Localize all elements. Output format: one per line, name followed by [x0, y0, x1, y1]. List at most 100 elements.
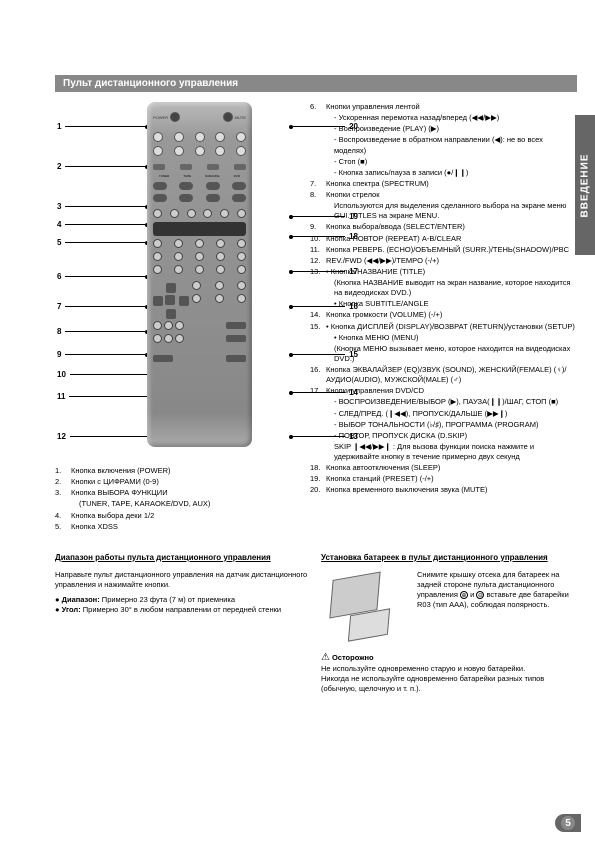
arrow-right	[179, 296, 189, 306]
main-columns: 123456789101112 2019181716151413 POWERMU…	[55, 102, 577, 533]
left-column: 123456789101112 2019181716151413 POWERMU…	[55, 102, 300, 533]
range-section: Диапазон работы пульта дистанционного уп…	[55, 553, 311, 695]
digit-button	[195, 132, 205, 142]
list-item: 8.Кнопки стрелок	[310, 190, 577, 200]
list-item: 15.• Кнопка ДИСПЛЕЙ (DISPLAY)/ВОЗВРАТ (R…	[310, 322, 577, 332]
warning-text-1: Не используйте одновременно старую и нов…	[321, 664, 577, 674]
ctrl-button	[174, 265, 183, 274]
list-item: 18.Кнопка автоотключения (SLEEP)	[310, 463, 577, 473]
callout-3: 3	[57, 202, 149, 211]
list-subitem: SKIP ❙◀◀/▶▶❙ : Для вызова функции поиска…	[310, 442, 577, 462]
warning-heading: Осторожно	[321, 651, 577, 665]
callout-11: 11	[57, 392, 153, 401]
enter-button	[165, 295, 175, 305]
ctrl-button	[153, 239, 162, 248]
func-button	[179, 182, 193, 190]
callout-19: 19	[289, 212, 358, 221]
callout-5: 5	[57, 238, 149, 247]
func-button	[180, 164, 192, 170]
list-item: 9.Кнопка выбора/ввода (SELECT/ENTER)	[310, 222, 577, 232]
func-button	[179, 194, 193, 202]
list-subitem: - ВОСПРОИЗВЕДЕНИЕ/ВЫБОР (▶), ПАУЗА(❙❙)/Ш…	[310, 397, 577, 407]
func-label: TAPE	[183, 174, 191, 178]
misc-button	[175, 321, 184, 330]
func-label: TUNER	[159, 174, 169, 178]
mute-button	[223, 112, 233, 122]
list-item: 4.Кнопка выбора деки 1/2	[55, 511, 300, 521]
list-subitem: (TUNER, TAPE, KARAOKE/DVD, AUX)	[55, 499, 300, 509]
callout-16: 16	[289, 302, 358, 311]
menu-button	[192, 294, 201, 303]
ctrl-button	[216, 252, 225, 261]
battery-text-and: и	[470, 590, 474, 599]
callout-7: 7	[57, 302, 149, 311]
list-item: 14.Кнопка громкости (VOLUME) (-/+)	[310, 310, 577, 320]
arrow-left	[153, 296, 163, 306]
minus-icon: ⊖	[476, 591, 484, 599]
func-label: KARAOKE	[205, 174, 220, 178]
plus-icon: ⊕	[460, 591, 468, 599]
ctrl-button	[153, 265, 162, 274]
callout-10: 10	[57, 370, 154, 379]
list-item: 3.Кнопка ВЫБОРА ФУНКЦИИ	[55, 488, 300, 498]
digit-button	[153, 146, 163, 156]
list-subitem: • Кнопка МЕНЮ (MENU)	[310, 333, 577, 343]
misc-button	[164, 321, 173, 330]
list-subitem: - ВЫБОР ТОНАЛЬНОСТИ (♭/♯), ПРОГРАММА (PR…	[310, 420, 577, 430]
bottom-button	[226, 355, 246, 362]
callout-2: 2	[57, 162, 149, 171]
callout-15: 15	[289, 350, 358, 359]
callout-8: 8	[57, 327, 149, 336]
misc-button	[153, 321, 162, 330]
ctrl-button	[174, 239, 183, 248]
digit-button	[195, 146, 205, 156]
ctrl-button	[216, 239, 225, 248]
tape-button	[237, 209, 246, 218]
digit-button	[174, 146, 184, 156]
battery-text: Снимите крышку отсека для батареек на за…	[417, 570, 577, 645]
list-item: 12.REV./FWD (◀◀/▶▶)/TEMPO (-/+)	[310, 256, 577, 266]
callout-6: 6	[57, 272, 149, 281]
misc-button	[164, 334, 173, 343]
func-button	[153, 182, 167, 190]
menu-button	[215, 281, 224, 290]
misc-button	[175, 334, 184, 343]
callout-17: 17	[289, 267, 358, 276]
range-bullet: Диапазон: Диапазон: Примерно 23 фута (7 …	[55, 595, 311, 605]
arrow-pad	[153, 283, 189, 319]
ctrl-button	[216, 265, 225, 274]
callout-18: 18	[289, 232, 358, 241]
list-item: 20.Кнопка временного выключения звука (M…	[310, 485, 577, 495]
page-content: Пульт дистанционного управления 12345678…	[0, 0, 595, 714]
battery-title: Установка батареек в пульт дистанционног…	[321, 553, 577, 564]
power-label: POWER	[153, 115, 168, 120]
func-button	[232, 194, 246, 202]
list-item: 2.Кнопки с ЦИФРАМИ (0-9)	[55, 477, 300, 487]
callout-1: 1	[57, 122, 149, 131]
tape-button	[187, 209, 196, 218]
list-subitem: - Воспроизведение в обратном направлении…	[310, 135, 577, 155]
ctrl-button	[237, 239, 246, 248]
dvd-cd-panel	[153, 222, 246, 236]
func-button	[206, 194, 220, 202]
range-intro: Направьте пульт дистанционного управлени…	[55, 570, 311, 590]
callout-14: 14	[289, 388, 358, 397]
range-bullet: Угол: Примерно 30° в любом направлении о…	[55, 605, 311, 615]
func-button	[206, 182, 220, 190]
digit-button	[215, 132, 225, 142]
battery-section: Установка батареек в пульт дистанционног…	[321, 553, 577, 695]
ctrl-button	[237, 265, 246, 274]
list-item: 19.Кнопка станций (PRESET) (-/+)	[310, 474, 577, 484]
page-title: Пульт дистанционного управления	[55, 75, 577, 92]
arrow-up	[166, 283, 176, 293]
digit-button	[215, 146, 225, 156]
func-button	[153, 194, 167, 202]
menu-button	[237, 294, 246, 303]
callout-13: 13	[289, 432, 358, 441]
battery-illustration	[321, 570, 411, 645]
misc-button	[153, 334, 162, 343]
digit-button	[153, 132, 163, 142]
list-subitem: - СЛЕД/ПРЕД. (❙◀◀), ПРОПУСК/ДАЛЬШЕ (▶▶❙)	[310, 409, 577, 419]
ctrl-button	[174, 252, 183, 261]
remote-diagram: 123456789101112 2019181716151413 POWERMU…	[67, 102, 300, 452]
